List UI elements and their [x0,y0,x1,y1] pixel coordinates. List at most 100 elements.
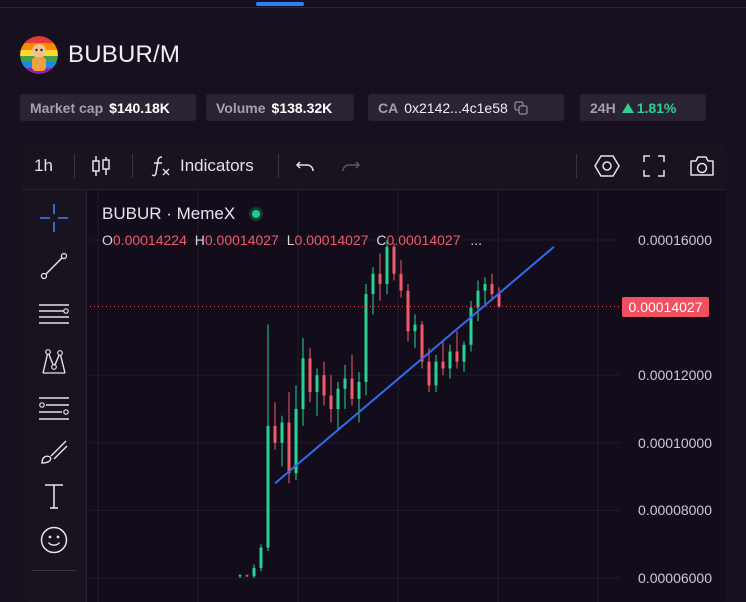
toolbar-divider [576,154,577,178]
candle-body [259,547,263,568]
market-cap-label: Market cap [30,99,104,116]
drawing-tools-sidebar [22,190,87,602]
ohlc-readout: O0.00014224 H0.00014027 L0.00014027 C0.0… [102,232,482,248]
redo-button[interactable] [340,142,362,189]
settings-button[interactable] [594,142,620,189]
candle-body [385,246,389,284]
candle-body [420,324,424,362]
text-tool[interactable] [36,478,72,514]
interval-label: 1h [34,155,53,175]
indicators-label: Indicators [180,155,254,175]
low-value: 0.00014027 [294,232,369,248]
smiley-icon [40,526,68,554]
active-tab-indicator [256,2,304,6]
candle-body [448,351,452,369]
crosshair-tool[interactable] [36,200,72,236]
candle-body [371,273,375,295]
symbol-name: BUBUR · MemeX [102,204,236,223]
market-cap-stat: Market cap $140.18K [20,94,196,121]
top-tab-bar [0,0,746,8]
candle-body [399,273,403,291]
candle-body [490,283,494,295]
candle-body [378,273,382,284]
undo-button[interactable] [294,142,316,189]
toolbar-divider [74,154,75,178]
chart-toolbar: 1h Indicators [22,142,726,190]
chart-legend: BUBUR · MemeX [102,204,264,224]
candle-body [476,290,480,308]
close-value: 0.00014027 [386,232,461,248]
chart-panel: 1h Indicators [22,142,726,602]
candle-body [322,375,326,396]
indicators-button[interactable]: Indicators [150,142,254,189]
candle-body [455,351,459,362]
candle-type-button[interactable] [90,142,112,189]
price-axis-tick: 0.00006000 [638,570,712,586]
function-icon [151,155,170,176]
emoji-tool[interactable] [36,522,72,558]
candle-body [364,294,368,382]
pattern-tool[interactable] [36,344,72,380]
high-value: 0.00014027 [204,232,279,248]
candle-body [413,324,417,332]
candle-body [245,575,249,577]
ca-label: CA [378,99,399,116]
open-label: O [102,232,113,248]
pattern-icon [42,349,66,374]
trend-line-drawing [274,245,555,485]
candle-body [308,358,312,393]
fibonacci-icon [39,397,69,420]
camera-icon [690,155,714,176]
text-icon [45,484,63,509]
screenshot-button[interactable] [688,142,716,189]
horizontal-lines-icon [39,304,69,324]
change-value: 1.81% [636,99,677,116]
current-price-tag: 0.00014027 [622,296,709,317]
chart-canvas[interactable] [90,190,726,602]
interval-button[interactable]: 1h [34,142,53,189]
more-legend-button[interactable]: ... [470,232,483,248]
candle-body [287,422,291,474]
candle-body [427,361,431,386]
copy-icon[interactable] [514,100,528,115]
fib-tool[interactable] [36,390,72,426]
token-pair-title: BUBUR/M [68,41,181,68]
candle-body [329,395,333,409]
low-label: L [286,232,295,248]
close-label: C [376,232,387,248]
price-axis-tick: 0.00010000 [638,434,712,451]
fullscreen-button[interactable] [642,142,666,189]
brush-icon [41,440,68,464]
market-cap-value: $140.18K [109,99,170,116]
toolbar-divider [278,154,279,178]
price-change-stat: 24H 1.81% [580,94,706,121]
undo-icon [295,160,314,171]
ca-value: 0x2142...4c1e58 [404,99,508,116]
horizontal-lines-tool[interactable] [36,296,72,332]
high-label: H [194,232,205,248]
candle-body [350,378,354,399]
candle-body [266,425,270,548]
candle-body [469,307,473,345]
change-label: 24H [590,99,616,116]
candle-body [357,381,361,399]
trend-line-tool[interactable] [36,248,72,284]
volume-label: Volume [216,99,266,116]
candle-body [434,361,438,386]
candle-body [392,246,396,274]
candle-body [462,344,466,362]
candle-body [315,375,319,393]
candle-body [497,294,501,307]
candle-body [294,409,298,474]
volume-value: $138.32K [271,99,333,116]
contract-address-stat[interactable]: CA 0x2142...4c1e58 [368,94,564,121]
redo-icon [342,160,361,171]
crosshair-icon [40,204,68,232]
candles-icon [92,155,110,176]
brush-tool[interactable] [36,434,72,470]
volume-stat: Volume $138.32K [206,94,354,121]
price-chart[interactable]: BUBUR · MemeX O0.00014224 H0.00014027 L0… [90,190,726,602]
toolbar-divider [132,154,133,178]
tools-divider [32,570,76,571]
candle-body [273,425,277,443]
